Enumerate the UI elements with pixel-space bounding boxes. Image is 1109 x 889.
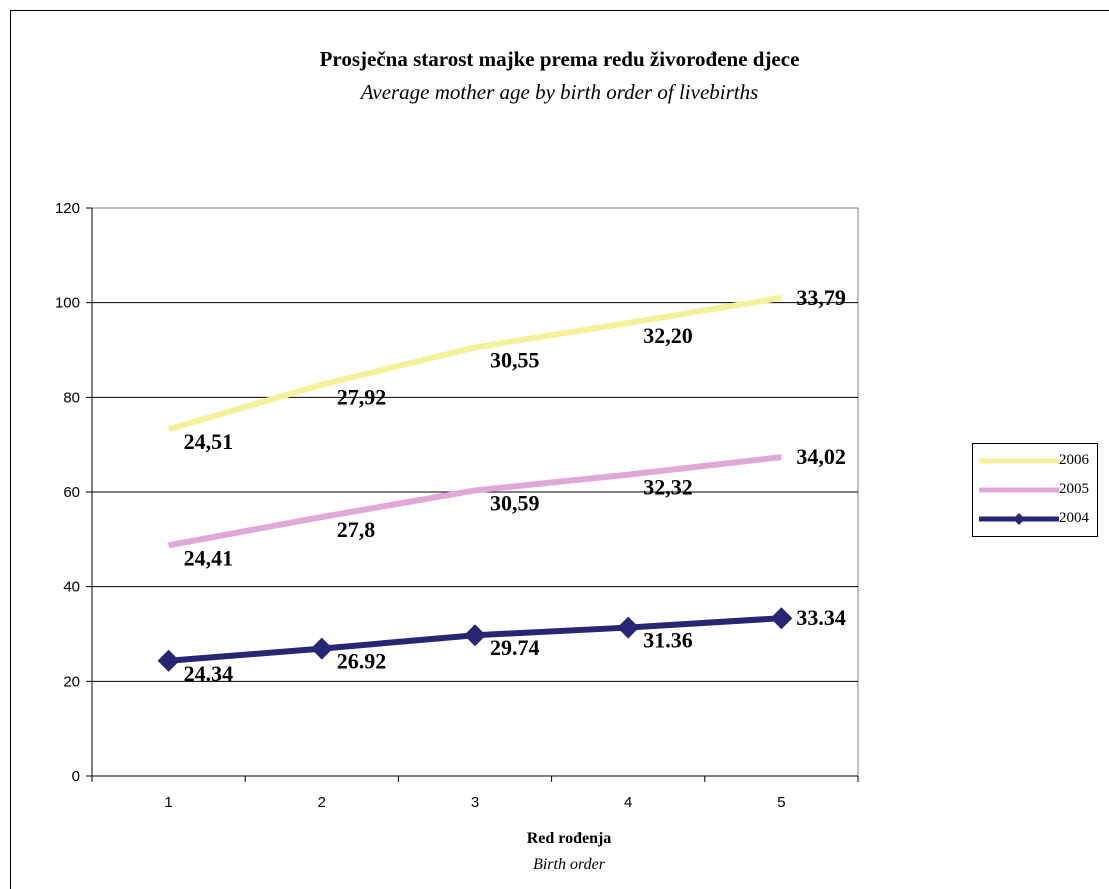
legend-item-2004: 2004 xyxy=(973,506,1097,534)
series-2006 xyxy=(167,294,782,433)
chart-title: Prosječna starost majke prema redu živor… xyxy=(319,47,800,71)
x-tick-label: 3 xyxy=(471,794,479,811)
legend-swatch-2004 xyxy=(979,513,1059,525)
y-tick-label: 40 xyxy=(63,579,80,596)
data-label-2004: 24.34 xyxy=(184,661,234,686)
data-point-2004 xyxy=(617,616,640,639)
y-tick-label: 20 xyxy=(63,673,80,690)
series-2005 xyxy=(168,454,782,549)
data-label-2005: 32,32 xyxy=(643,475,693,500)
x-tick-label: 4 xyxy=(624,794,632,811)
data-label-2006: 30,55 xyxy=(490,347,540,372)
data-label-2006: 27,92 xyxy=(337,385,387,410)
legend: 2006 2005 2004 xyxy=(972,443,1098,537)
data-label-2005: 34,02 xyxy=(796,444,846,469)
data-label-2005: 27,8 xyxy=(337,517,376,542)
x-tick-label: 2 xyxy=(318,794,326,811)
chart-frame xyxy=(10,10,1109,889)
series-2004 xyxy=(157,607,793,672)
data-point-2004 xyxy=(770,607,793,630)
legend-label-2006: 2006 xyxy=(1059,452,1089,468)
y-tick-label: 80 xyxy=(63,389,80,406)
data-label-2004: 29.74 xyxy=(490,635,540,660)
legend-swatch-2005 xyxy=(979,487,1059,493)
legend-item-2005: 2005 xyxy=(973,477,1097,505)
chart-subtitle: Average mother age by birth order of liv… xyxy=(360,80,759,104)
axes: 0 20 40 60 80 100 120 1 2 3 4 5 xyxy=(55,200,859,811)
data-label-2006: 33,79 xyxy=(796,285,846,310)
y-tick-label: 0 xyxy=(72,768,80,785)
legend-item-2006: 2006 xyxy=(973,448,1097,476)
x-tick-label: 5 xyxy=(777,794,785,811)
y-tick-label: 100 xyxy=(55,295,80,312)
data-label-2004: 33.34 xyxy=(796,605,846,630)
data-labels: 24,51 27,92 30,55 32,20 33,79 24,41 27,8 30,59 3… xyxy=(184,285,846,686)
legend-label-2004: 2004 xyxy=(1059,510,1089,526)
y-tick-label: 120 xyxy=(55,200,80,217)
series-layer xyxy=(157,294,793,672)
x-tick-label: 1 xyxy=(164,794,172,811)
y-tick-label: 60 xyxy=(63,484,80,501)
series-line-2005 xyxy=(168,454,782,549)
data-point-2004 xyxy=(310,637,333,660)
data-label-2006: 24,51 xyxy=(184,429,234,454)
data-label-2004: 31.36 xyxy=(643,628,693,653)
data-point-2004 xyxy=(157,649,180,672)
data-label-2005: 30,59 xyxy=(490,490,540,515)
data-label-2005: 24,41 xyxy=(184,545,234,570)
x-axis-subtitle: Birth order xyxy=(533,856,605,873)
legend-label-2005: 2005 xyxy=(1059,481,1089,497)
legend-swatch-2006 xyxy=(979,458,1059,464)
data-point-2004 xyxy=(464,624,486,647)
data-label-2006: 32,20 xyxy=(643,323,693,348)
data-label-2004: 26.92 xyxy=(337,649,387,674)
series-line-2006 xyxy=(167,294,782,433)
x-axis-title: Red rođenja xyxy=(526,830,612,847)
